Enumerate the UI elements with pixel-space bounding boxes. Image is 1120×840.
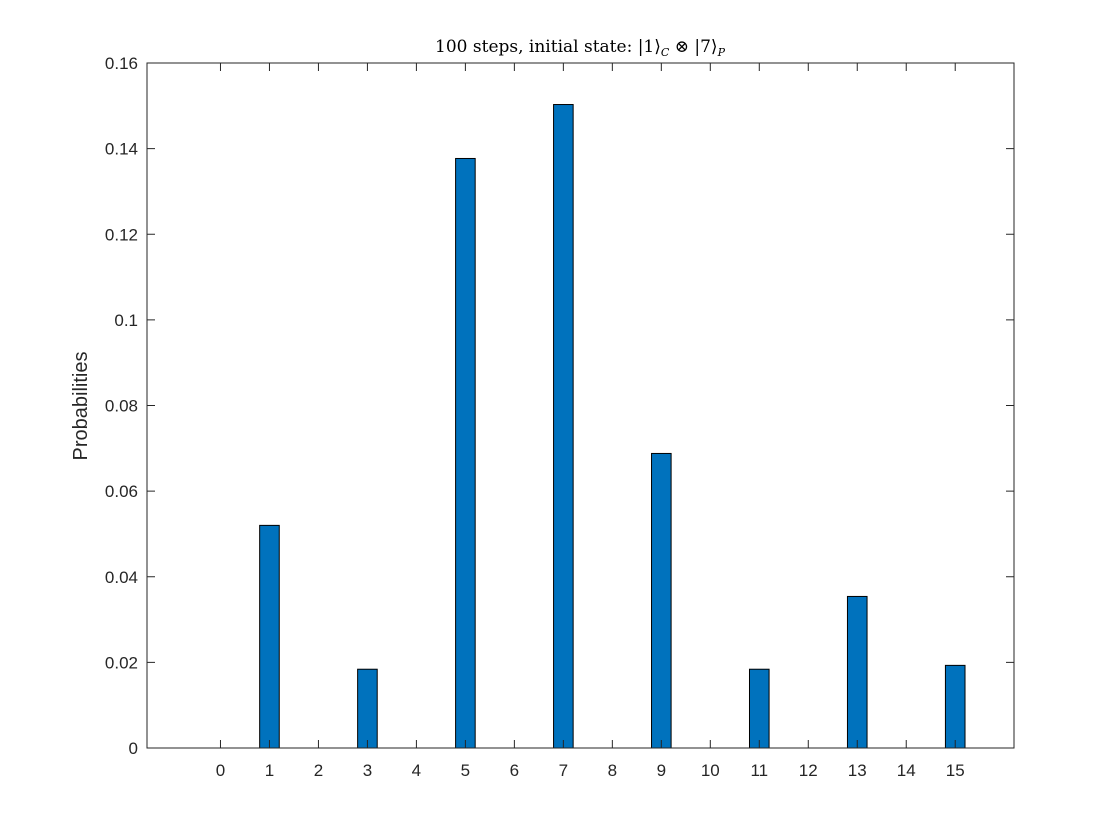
x-tick-label-2: 2 (314, 761, 323, 780)
bar-13 (846, 595, 868, 749)
x-tick-label-0: 0 (216, 761, 225, 780)
bars-layer (259, 104, 966, 749)
chart-title-op: ⊗ (669, 37, 694, 57)
x-tick-label-9: 9 (657, 761, 666, 780)
chart-title-ket1: |1⟩ (638, 37, 661, 57)
bar-5 (455, 157, 476, 749)
chart-title-prefix: 100 steps, initial state: (435, 37, 638, 57)
x-tick-label-12: 12 (799, 761, 818, 780)
y-tick-label-0.1: 0.1 (114, 311, 138, 330)
axes-layer: 0 1 2 3 4 5 6 7 8 9 10 11 12 13 14 1500.020.040.060.080… (105, 54, 1015, 780)
y-axis-label: Probabilities (70, 352, 92, 461)
x-tick-label-14: 14 (897, 761, 916, 780)
y-tick-label-0: 0 (129, 739, 138, 758)
x-tick-label-3: 3 (363, 761, 372, 780)
y-tick-label-0.12: 0.12 (105, 225, 138, 244)
x-tick-label-5: 5 (461, 761, 470, 780)
bar-3 (357, 668, 378, 749)
y-tick-label-0.04: 0.04 (105, 568, 138, 587)
x-tick-label-11: 11 (750, 761, 768, 780)
x-tick-label-10: 10 (701, 761, 720, 780)
x-tick-label-13: 13 (848, 761, 867, 780)
bar-9 (651, 452, 672, 749)
bar-7 (553, 104, 574, 749)
chart-title-sub1: C (661, 46, 670, 59)
x-tick-label-15: 15 (946, 761, 965, 780)
y-tick-label-0.16: 0.16 (105, 54, 138, 73)
y-tick-label-0.06: 0.06 (105, 482, 138, 501)
chart-title-ket2: |7⟩ (694, 37, 717, 57)
y-tick-label-0.02: 0.02 (105, 653, 138, 672)
bar-15 (944, 664, 966, 749)
y-tick-label-0.14: 0.14 (105, 140, 138, 159)
x-tick-label-1: 1 (265, 761, 274, 780)
y-tick-label-0.08: 0.08 (105, 397, 138, 416)
x-tick-label-4: 4 (412, 761, 421, 780)
bar-11 (748, 668, 770, 749)
chart-title-sub2: P (717, 46, 726, 59)
chart-title: 100 steps, initial state: |1⟩C ⊗ |7⟩P (435, 37, 726, 59)
x-tick-label-8: 8 (608, 761, 617, 780)
x-tick-label-6: 6 (510, 761, 519, 780)
bar-1 (259, 524, 280, 749)
x-tick-label-7: 7 (559, 761, 568, 780)
